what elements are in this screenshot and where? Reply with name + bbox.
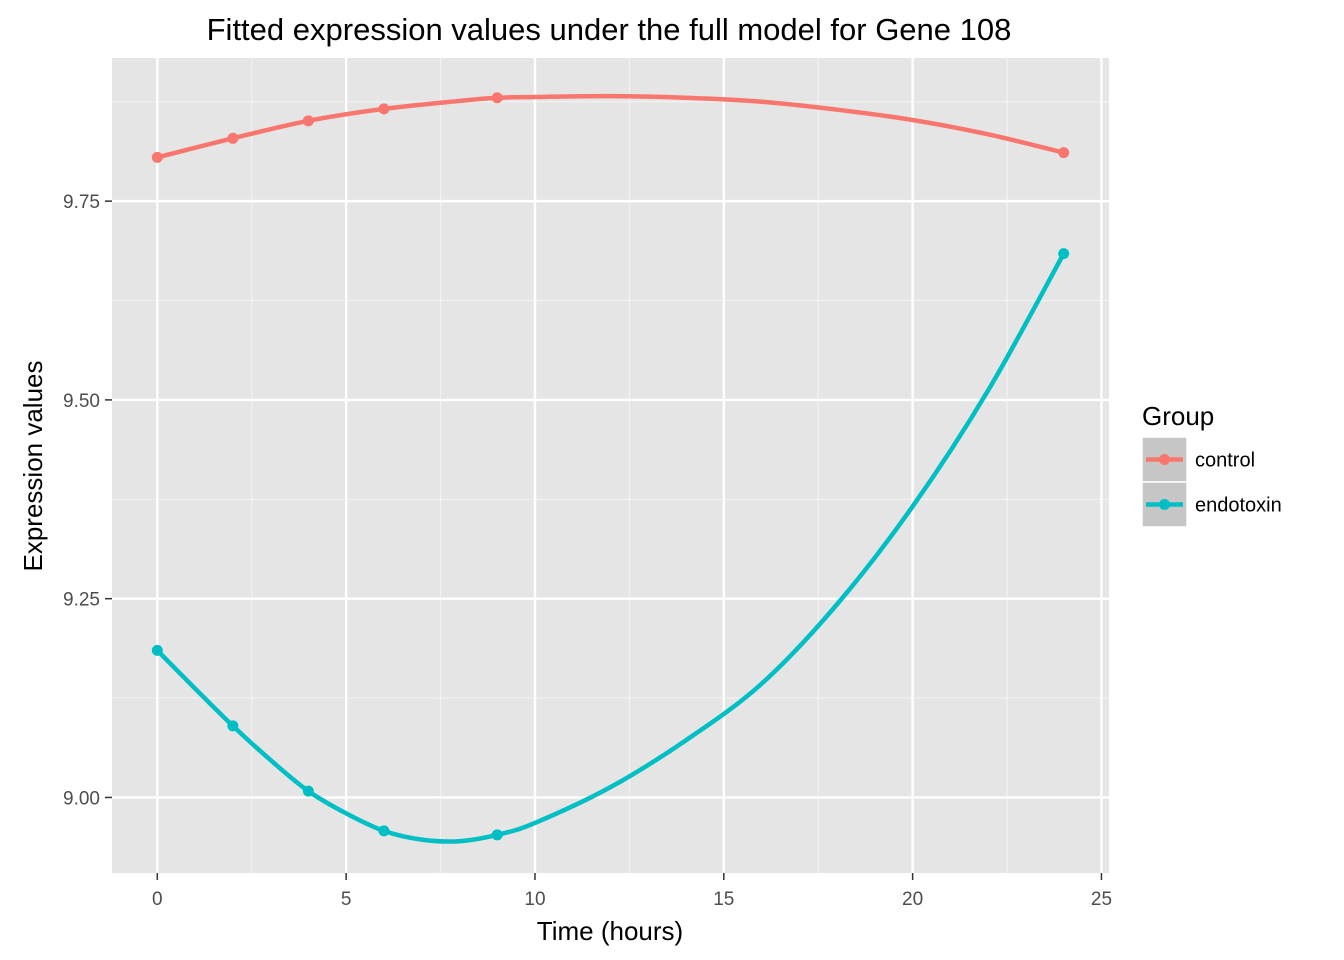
- data-point-control: [302, 115, 314, 127]
- data-point-endotoxin: [378, 825, 390, 837]
- data-point-endotoxin: [227, 720, 239, 732]
- series-line-endotoxin: [155, 251, 1066, 844]
- x-tick-label: 0: [152, 889, 163, 910]
- legend-key-point: [1159, 454, 1170, 465]
- x-tick-label: 5: [341, 889, 352, 910]
- data-point-endotoxin: [151, 644, 163, 656]
- legend-label: control: [1195, 450, 1255, 472]
- legend-title: Group: [1142, 401, 1214, 431]
- data-point-control: [378, 103, 390, 115]
- data-point-control: [1058, 147, 1070, 159]
- data-point-endotoxin: [491, 829, 503, 841]
- data-point-endotoxin: [302, 785, 314, 797]
- legend-key-point: [1159, 499, 1170, 510]
- x-axis-title: Time (hours): [537, 916, 683, 946]
- x-tick-label: 20: [902, 889, 923, 910]
- y-axis: 9.00 9.25 9.50 9.75: [63, 192, 112, 809]
- chart-title: Fitted expression values under the full …: [207, 12, 1012, 47]
- data-point-control: [491, 92, 503, 104]
- series-layer: [151, 92, 1070, 844]
- legend-item-control: control: [1141, 436, 1255, 483]
- y-tick-label: 9.00: [63, 788, 100, 809]
- x-tick-label: 25: [1091, 889, 1112, 910]
- legend-items: control endotoxin: [1141, 436, 1282, 528]
- legend: Group control endotoxin: [1141, 401, 1282, 528]
- y-axis-title: Expression values: [18, 361, 48, 572]
- series-endotoxin: [151, 248, 1070, 844]
- minor-gridlines: [112, 58, 1109, 873]
- major-gridlines: [112, 58, 1109, 873]
- legend-item-endotoxin: endotoxin: [1141, 481, 1282, 528]
- series-control: [151, 92, 1070, 163]
- plot-panel: [112, 58, 1109, 873]
- x-tick-label: 10: [524, 889, 545, 910]
- x-axis: 0 5 10 15 20 25: [152, 873, 1112, 910]
- data-point-endotoxin: [1058, 248, 1070, 260]
- x-tick-label: 15: [713, 889, 734, 910]
- data-point-control: [227, 132, 239, 144]
- data-point-control: [151, 151, 163, 163]
- y-tick-label: 9.50: [63, 391, 100, 412]
- y-tick-label: 9.25: [63, 590, 100, 611]
- legend-label: endotoxin: [1195, 495, 1282, 517]
- y-tick-label: 9.75: [63, 192, 100, 213]
